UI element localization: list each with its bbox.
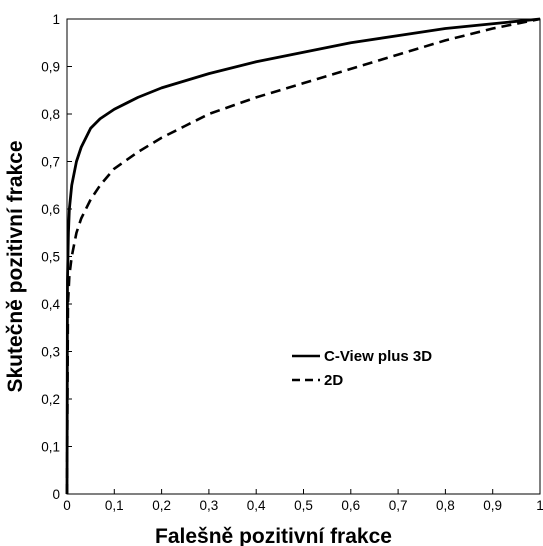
tick-marks <box>66 18 541 495</box>
x-tick-label: 0,6 <box>341 498 360 513</box>
y-tick-label: 0,1 <box>41 440 60 455</box>
y-tick-label: 0,3 <box>41 345 60 360</box>
plot-frame <box>66 18 541 495</box>
y-tick-label: 0,9 <box>41 60 60 75</box>
series-lines <box>65 17 541 495</box>
x-tick-label: 0,7 <box>389 498 408 513</box>
y-axis-title: Skutečně pozitivní frakce <box>4 140 27 392</box>
y-tick-label: 0,2 <box>41 392 60 407</box>
y-tick-label: 1 <box>52 12 60 27</box>
legend-label: 2D <box>324 372 343 389</box>
x-tick-label: 0 <box>63 498 71 513</box>
x-tick-label: 1 <box>536 498 543 513</box>
x-tick-label: 0,5 <box>294 498 313 513</box>
series-line-2d <box>65 17 541 495</box>
x-tick-label: 0,1 <box>105 498 124 513</box>
series-line-cview-plus-3d <box>65 17 541 495</box>
legend-label: C-View plus 3D <box>324 348 432 365</box>
y-tick-label: 0,6 <box>41 202 60 217</box>
x-tick-label: 0,3 <box>200 498 219 513</box>
y-tick-label: 0,5 <box>41 250 60 265</box>
y-tick-label: 0,4 <box>41 297 60 312</box>
x-tick-label: 0,8 <box>436 498 455 513</box>
x-axis-title: Falešně pozitivní frakce <box>155 525 392 546</box>
x-tick-label: 0,9 <box>483 498 502 513</box>
y-axis-tick-labels: 0 0,1 0,2 0,3 0,4 0,5 0,6 0,7 0,8 0,9 1 <box>41 12 60 502</box>
x-tick-label: 0,2 <box>152 498 171 513</box>
x-axis-tick-labels: 0 0,1 0,2 0,3 0,4 0,5 0,6 0,7 0,8 0,9 1 <box>63 498 543 513</box>
y-tick-label: 0,8 <box>41 107 60 122</box>
legend: C-View plus 3D 2D <box>292 348 432 389</box>
y-tick-label: 0,7 <box>41 155 60 170</box>
y-tick-label: 0 <box>52 487 60 502</box>
plot-border <box>66 18 541 495</box>
x-tick-label: 0,4 <box>247 498 266 513</box>
